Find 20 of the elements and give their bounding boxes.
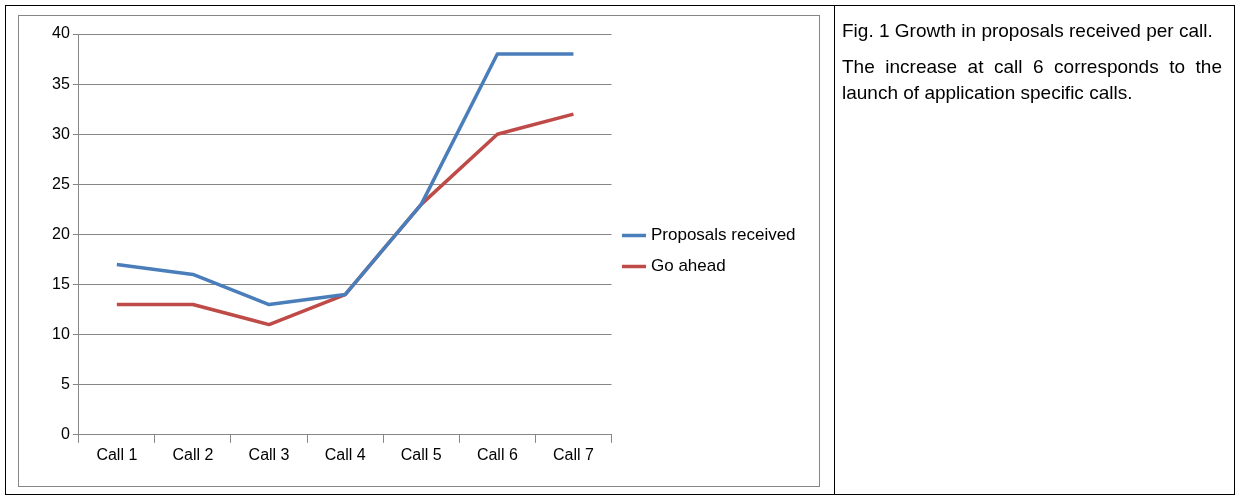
y-tick-label: 20 (52, 224, 70, 242)
x-tick-label: Call 7 (553, 445, 594, 463)
x-tick-label: Call 2 (172, 445, 214, 463)
legend-label: Go ahead (651, 256, 726, 276)
y-tick-label: 0 (60, 425, 70, 443)
text: The increase at call 6 corresponds to the launch of application specific calls. (842, 55, 1222, 105)
y-tick-label: 15 (52, 274, 70, 292)
x-tick-label: Call 3 (248, 445, 290, 463)
y-tick-label: 35 (52, 74, 70, 92)
x-tick-label: Call 5 (400, 445, 442, 463)
x-tick-label: Call 1 (96, 445, 138, 463)
legend-label: Proposals received (651, 225, 796, 245)
y-tick-label: 5 (60, 375, 70, 393)
x-tick-label: Call 4 (324, 445, 366, 463)
y-tick-label: 40 (52, 24, 70, 42)
text: Fig. 1 Growth in proposals received per call. (842, 19, 1214, 43)
x-tick-label: Call 6 (476, 445, 518, 463)
y-tick-label: 30 (52, 124, 70, 142)
y-tick-label: 25 (52, 174, 70, 192)
y-tick-label: 10 (52, 325, 70, 343)
